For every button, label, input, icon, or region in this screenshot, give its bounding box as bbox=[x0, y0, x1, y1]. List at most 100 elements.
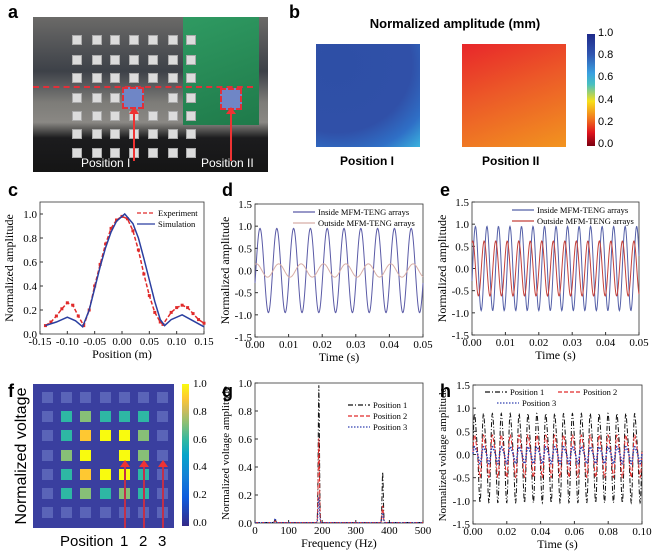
legend-label: Simulation bbox=[158, 219, 196, 229]
colorbar-tick-label: 1.0 bbox=[598, 27, 614, 39]
experiment-photo: Position I Position II bbox=[33, 17, 268, 172]
panel-label-f: f bbox=[8, 381, 14, 401]
heatmap-cell bbox=[118, 449, 130, 461]
sensor-pad bbox=[186, 35, 196, 45]
series-line-outside bbox=[471, 240, 640, 297]
panel-label-e: e bbox=[440, 180, 451, 200]
heatmap-cell bbox=[42, 488, 53, 499]
colorbar-tick-label: 0.8 bbox=[193, 405, 207, 418]
data-point bbox=[71, 303, 75, 307]
y-tick-label: 1.5 bbox=[456, 380, 470, 392]
legend-label: Position 1 bbox=[510, 387, 544, 397]
y-tick-label: 0.6 bbox=[23, 257, 37, 269]
legend-label: Position 3 bbox=[522, 398, 556, 408]
heatmap-cell bbox=[157, 449, 169, 461]
position-ii-caption: Position II bbox=[482, 154, 540, 168]
sensor-pad bbox=[92, 148, 102, 158]
y-tick-label: 0.8 bbox=[238, 406, 252, 418]
x-tick-label: 0.04 bbox=[531, 526, 551, 538]
y-tick-label: 1.5 bbox=[238, 199, 252, 211]
x-tick-label: 0.03 bbox=[346, 339, 366, 351]
y-tick-label: 0.5 bbox=[456, 426, 470, 438]
y-tick-label: -1.5 bbox=[453, 519, 471, 531]
y-tick-label: 1.0 bbox=[456, 403, 470, 415]
y-axis-label: Normalized amplitude bbox=[218, 217, 232, 325]
panel-label-h: h bbox=[440, 381, 451, 401]
position-marker-1: 1 bbox=[120, 533, 129, 550]
y-tick-label: 1.5 bbox=[455, 197, 469, 209]
series-line-position-2 bbox=[472, 434, 643, 479]
series-line-position-3 bbox=[472, 445, 643, 465]
y-tick-label: 1.0 bbox=[238, 221, 252, 233]
heatmap-cell bbox=[80, 468, 92, 480]
y-tick-label: -0.5 bbox=[452, 286, 470, 298]
series-line-outside bbox=[254, 263, 424, 278]
heatmap-cell bbox=[42, 411, 53, 423]
y-tick-label: 0.0 bbox=[23, 329, 37, 341]
data-point bbox=[180, 303, 184, 307]
x-tick-label: 0.00 bbox=[112, 336, 132, 348]
heatmap-cell bbox=[99, 411, 111, 423]
data-point bbox=[136, 248, 140, 252]
colorbar-tick-label: 1.0 bbox=[193, 378, 207, 390]
y-tick-label: 0.8 bbox=[23, 233, 37, 245]
heatmap-cell bbox=[157, 411, 169, 423]
sensor-pad bbox=[92, 73, 102, 83]
data-point bbox=[147, 294, 151, 298]
heatmap-cell bbox=[138, 449, 149, 461]
data-point bbox=[131, 229, 135, 233]
data-point bbox=[109, 226, 113, 230]
x-tick-label: 0.01 bbox=[496, 337, 515, 349]
sensor-pad bbox=[72, 73, 82, 83]
y-tick-label: -0.5 bbox=[453, 473, 471, 485]
heatmap-cell bbox=[118, 430, 130, 442]
sensor-pad bbox=[72, 93, 82, 103]
x-tick-label: 0.08 bbox=[599, 526, 619, 538]
sensor-pad bbox=[168, 129, 178, 139]
series-line-position-2 bbox=[255, 438, 423, 523]
sensor-pad bbox=[148, 129, 158, 139]
x-tick-label: 0.05 bbox=[629, 337, 649, 349]
heatmap-cell bbox=[80, 449, 92, 461]
heatmap-position-ii bbox=[462, 44, 566, 147]
data-point bbox=[60, 307, 64, 311]
legend-label: Experiment bbox=[158, 208, 198, 218]
y-tick-label: 0.0 bbox=[238, 518, 252, 530]
x-tick-label: -0.05 bbox=[83, 336, 106, 348]
sensor-pad bbox=[168, 35, 178, 45]
arrow-icon bbox=[120, 460, 130, 528]
heatmap-cell bbox=[42, 468, 53, 480]
sensor-pad bbox=[148, 111, 158, 121]
sensor-pad bbox=[168, 93, 178, 103]
sensor-pad bbox=[186, 73, 196, 83]
data-point bbox=[115, 218, 119, 222]
heatmap-cell bbox=[42, 449, 53, 461]
data-point bbox=[191, 312, 195, 316]
panel-label-c: c bbox=[8, 180, 19, 200]
colorbar-tick-label: 0.8 bbox=[598, 49, 614, 62]
x-tick-label: 0.00 bbox=[245, 339, 265, 351]
heatmap-cell bbox=[99, 468, 111, 480]
sensor-pad bbox=[72, 111, 82, 121]
sensor-pad bbox=[186, 129, 196, 139]
data-point bbox=[202, 321, 206, 325]
sensor-pad bbox=[168, 111, 178, 121]
heatmap-cell bbox=[42, 430, 53, 442]
x-tick-label: 0.02 bbox=[529, 337, 548, 349]
y-tick-label: 1.0 bbox=[238, 378, 252, 390]
legend-label: Inside MFM-TENG arrays bbox=[537, 205, 628, 215]
heatmap-cell bbox=[138, 392, 149, 403]
y-tick-label: -1.0 bbox=[453, 496, 471, 508]
legend-label: Outside MFM-TENG arrays bbox=[537, 216, 634, 226]
y-tick-label: 1.0 bbox=[455, 219, 469, 231]
legend-label: Position 2 bbox=[373, 411, 407, 421]
heatmap-cell bbox=[61, 507, 73, 519]
colorbar-tick-label: 0.4 bbox=[598, 93, 614, 106]
panel-label-g: g bbox=[222, 381, 233, 401]
sensor-pad bbox=[92, 35, 102, 45]
heatmap-cell bbox=[99, 507, 111, 519]
series-line-simulation bbox=[45, 212, 205, 329]
x-tick-label: 100 bbox=[280, 525, 297, 537]
x-tick-label: 0.05 bbox=[413, 339, 433, 351]
x-tick-label: -0.10 bbox=[56, 336, 79, 348]
